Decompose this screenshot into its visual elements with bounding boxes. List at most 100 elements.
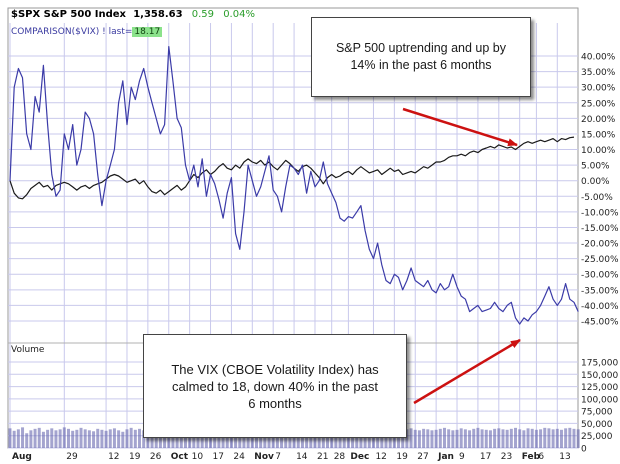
volume-bar <box>447 429 451 448</box>
volume-bar <box>229 428 233 448</box>
callout-vix-text: The VIX (CBOE Volatility Index) has calm… <box>171 361 379 411</box>
volume-bar <box>71 430 75 448</box>
volume-bar <box>321 434 325 448</box>
volume-bar <box>62 427 66 448</box>
volume-bar <box>534 429 538 448</box>
volume-tick-label: 25,000 <box>581 432 613 442</box>
volume-bar <box>33 428 37 448</box>
volume-bar <box>472 428 476 448</box>
volume-bar <box>108 429 112 448</box>
volume-bar <box>451 430 455 448</box>
volume-bar <box>263 428 267 448</box>
volume-bar <box>334 429 338 448</box>
volume-bar <box>355 430 359 448</box>
volume-bar <box>12 430 16 448</box>
volume-bar <box>397 430 401 448</box>
volume-bar <box>196 428 200 448</box>
volume-bar <box>505 429 509 448</box>
volume-bar <box>92 431 96 448</box>
x-tick-label: 26 <box>150 452 162 462</box>
volume-bar <box>497 428 501 448</box>
volume-bar <box>426 429 430 448</box>
volume-bar <box>225 428 229 448</box>
volume-bar <box>568 427 572 448</box>
volume-tick-label: 150,000 <box>581 371 618 381</box>
volume-bar <box>58 429 62 448</box>
volume-bar <box>121 431 125 448</box>
volume-bar <box>413 429 417 448</box>
volume-bar <box>530 428 534 448</box>
volume-bar <box>463 429 467 448</box>
volume-bar <box>359 431 363 448</box>
volume-bar <box>271 429 275 448</box>
volume-bar <box>163 428 167 448</box>
volume-bar <box>288 428 292 448</box>
volume-bar <box>133 429 137 448</box>
volume-bar <box>87 430 91 448</box>
x-tick-label: 10 <box>192 452 204 462</box>
comparison-last-value: 18.17 <box>132 27 163 37</box>
volume-bar <box>54 430 58 448</box>
x-tick-label: 17 <box>213 452 224 462</box>
volume-tick-label: 0 <box>581 445 587 455</box>
y-tick-label: -30.00% <box>581 271 619 281</box>
volume-bar <box>459 428 463 448</box>
volume-bar <box>480 429 484 448</box>
volume-bar <box>150 429 154 448</box>
x-axis-ticks: Aug 29 12 19 26 Oct 10 17 24 Nov 7 14 21 28 Dec 12 19 27 J… <box>12 452 571 462</box>
volume-bar <box>405 429 409 448</box>
volume-bar <box>66 428 70 448</box>
callout-spx-text: S&P 500 uptrending and up by 14% in the … <box>335 41 507 72</box>
y-tick-label: 10.00% <box>581 146 616 156</box>
volume-bar <box>509 428 513 448</box>
price-change-pct: 0.04% <box>223 9 255 20</box>
volume-bar <box>125 429 129 448</box>
y-tick-label: 25.00% <box>581 99 616 109</box>
volume-bar <box>238 430 242 448</box>
volume-bar <box>175 431 179 448</box>
y-tick-label: -20.00% <box>581 240 619 250</box>
y-tick-label: -5.00% <box>581 193 613 203</box>
volume-bar <box>296 429 300 448</box>
volume-bar <box>417 430 421 448</box>
x-tick-label: 23 <box>501 452 512 462</box>
chart-header: $SPX S&P 500 Index 1,358.63 0.59 0.04% <box>11 9 255 23</box>
arrow-to-vix <box>413 338 521 405</box>
volume-bar <box>559 429 563 448</box>
volume-bar <box>112 428 116 448</box>
x-tick-label: 21 <box>317 452 328 462</box>
volume-bar <box>171 430 175 448</box>
comparison-header: COMPARISON($VIX) ! last= 18.17 <box>11 27 163 37</box>
series-lines <box>9 45 579 325</box>
y-tick-label: 5.00% <box>581 162 610 172</box>
x-tick-label: 28 <box>334 452 346 462</box>
y-tick-label: 40.00% <box>581 53 616 63</box>
volume-bar <box>16 429 20 448</box>
volume-bar <box>204 430 208 448</box>
volume-label: Volume <box>11 345 45 355</box>
y-tick-label: 30.00% <box>581 84 616 94</box>
volume-bar <box>409 428 413 448</box>
x-tick-label: 14 <box>296 452 308 462</box>
y-tick-label: 20.00% <box>581 115 616 125</box>
y-tick-label: -25.00% <box>581 255 619 265</box>
x-tick-label: 19 <box>129 452 141 462</box>
x-tick-label: Dec <box>350 452 369 462</box>
symbol-label: $SPX S&P 500 Index <box>11 9 126 20</box>
volume-bar <box>25 433 29 448</box>
series-line-spx <box>9 136 575 200</box>
x-tick-label: 7 <box>275 452 281 462</box>
volume-bar <box>8 428 12 448</box>
volume-bar <box>484 429 488 448</box>
volume-bar <box>326 431 330 448</box>
volume-bar <box>100 429 104 448</box>
x-tick-label: Jan <box>437 452 454 462</box>
volume-tick-label: 50,000 <box>581 420 613 430</box>
volume-bar <box>267 428 271 448</box>
volume-bar <box>75 429 79 448</box>
volume-bar <box>518 429 522 448</box>
volume-bar <box>284 430 288 448</box>
volume-bar <box>442 427 446 448</box>
volume-bar <box>493 428 497 448</box>
volume-bar <box>468 430 472 448</box>
